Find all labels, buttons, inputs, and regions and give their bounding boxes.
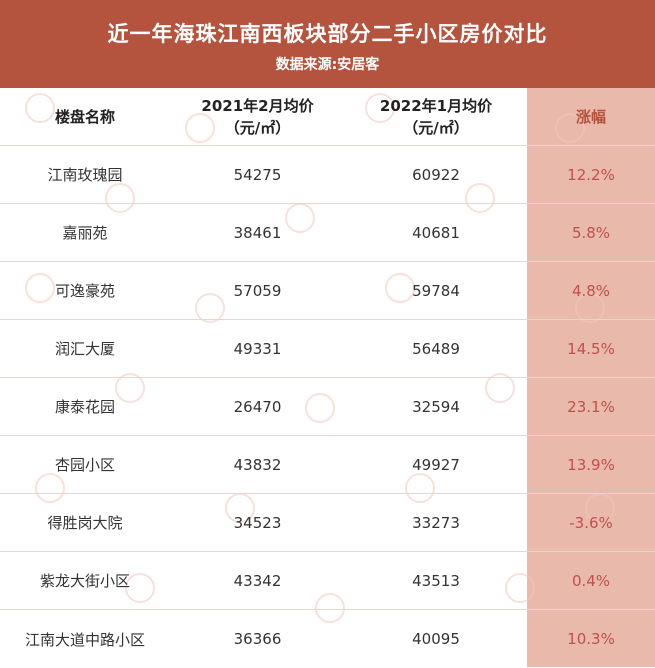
table-row: 紫龙大街小区 43342 43513 0.4% <box>0 552 655 610</box>
table-row: 江南玫瑰园 54275 60922 12.2% <box>0 146 655 204</box>
cell-price-2021: 38461 <box>233 223 282 242</box>
cell-name: 得胜岗大院 <box>47 514 123 532</box>
cell-price-2022: 43513 <box>412 571 460 590</box>
cell-name: 江南玫瑰园 <box>47 166 123 184</box>
table-row: 可逸豪苑 57059 59784 4.8% <box>0 262 655 320</box>
cell-price-2022: 33273 <box>412 513 460 532</box>
header-name-label: 楼盘名称 <box>54 107 115 126</box>
cell-price-2021: 57059 <box>233 281 282 300</box>
cell-change: 5.8% <box>571 223 611 242</box>
header-price-2021-line2: （元/㎡） <box>224 118 291 137</box>
cell-price-2021: 43832 <box>233 455 282 474</box>
cell-price-2021: 36366 <box>233 630 282 648</box>
header-name: 楼盘名称 <box>0 88 170 145</box>
data-source: 数据来源:安居客 <box>275 57 380 73</box>
cell-price-2021: 43342 <box>233 571 282 590</box>
cell-price-2022: 60922 <box>412 165 460 184</box>
header-price-2022-line1: 2022年1月均价 <box>379 96 493 115</box>
cell-change: 0.4% <box>571 571 611 590</box>
cell-change: 4.8% <box>571 281 611 300</box>
cell-price-2022: 59784 <box>412 281 460 300</box>
table-row: 江南大道中路小区 36366 40095 10.3% <box>0 610 655 668</box>
header-price-2021: 2021年2月均价 （元/㎡） <box>170 88 345 145</box>
cell-change: -3.6% <box>569 513 613 532</box>
cell-name: 杏园小区 <box>54 456 115 474</box>
cell-change: 13.9% <box>567 455 615 474</box>
header-change: 涨幅 <box>527 88 655 145</box>
cell-change: 14.5% <box>567 339 615 358</box>
cell-price-2021: 26470 <box>233 397 282 416</box>
cell-price-2021: 54275 <box>233 165 282 184</box>
cell-price-2022: 40095 <box>412 630 460 648</box>
cell-price-2022: 40681 <box>412 223 460 242</box>
header-price-2022-line2: （元/㎡） <box>403 118 469 137</box>
table-row: 得胜岗大院 34523 33273 -3.6% <box>0 494 655 552</box>
cell-name: 江南大道中路小区 <box>24 630 145 649</box>
cell-name: 嘉丽苑 <box>62 224 108 242</box>
price-table: 楼盘名称 2021年2月均价 （元/㎡） 2022年1月均价 （元/㎡） 涨幅 … <box>0 88 655 667</box>
header-price-2022: 2022年1月均价 （元/㎡） <box>345 88 527 145</box>
table-row: 润汇大厦 49331 56489 14.5% <box>0 320 655 378</box>
cell-change: 23.1% <box>567 397 615 416</box>
table-row: 康泰花园 26470 32594 23.1% <box>0 378 655 436</box>
table-header-row: 楼盘名称 2021年2月均价 （元/㎡） 2022年1月均价 （元/㎡） 涨幅 <box>0 88 655 146</box>
table-row: 杏园小区 43832 49927 13.9% <box>0 436 655 494</box>
cell-price-2021: 34523 <box>233 513 282 532</box>
header-change-label: 涨幅 <box>575 107 606 126</box>
cell-price-2022: 49927 <box>412 455 460 474</box>
cell-price-2022: 56489 <box>412 339 460 358</box>
cell-price-2021: 49331 <box>233 339 282 358</box>
cell-name: 可逸豪苑 <box>54 282 115 300</box>
title-banner: 近一年海珠江南西板块部分二手小区房价对比 数据来源:安居客 <box>0 0 655 88</box>
page-title: 近一年海珠江南西板块部分二手小区房价对比 <box>107 22 548 46</box>
table-row: 嘉丽苑 38461 40681 5.8% <box>0 204 655 262</box>
cell-name: 紫龙大街小区 <box>39 572 130 590</box>
cell-price-2022: 32594 <box>412 397 460 416</box>
cell-change: 10.3% <box>567 630 615 648</box>
cell-name: 康泰花园 <box>54 398 115 416</box>
header-price-2021-line1: 2021年2月均价 <box>201 96 314 115</box>
cell-name: 润汇大厦 <box>54 340 115 358</box>
cell-change: 12.2% <box>567 165 615 184</box>
